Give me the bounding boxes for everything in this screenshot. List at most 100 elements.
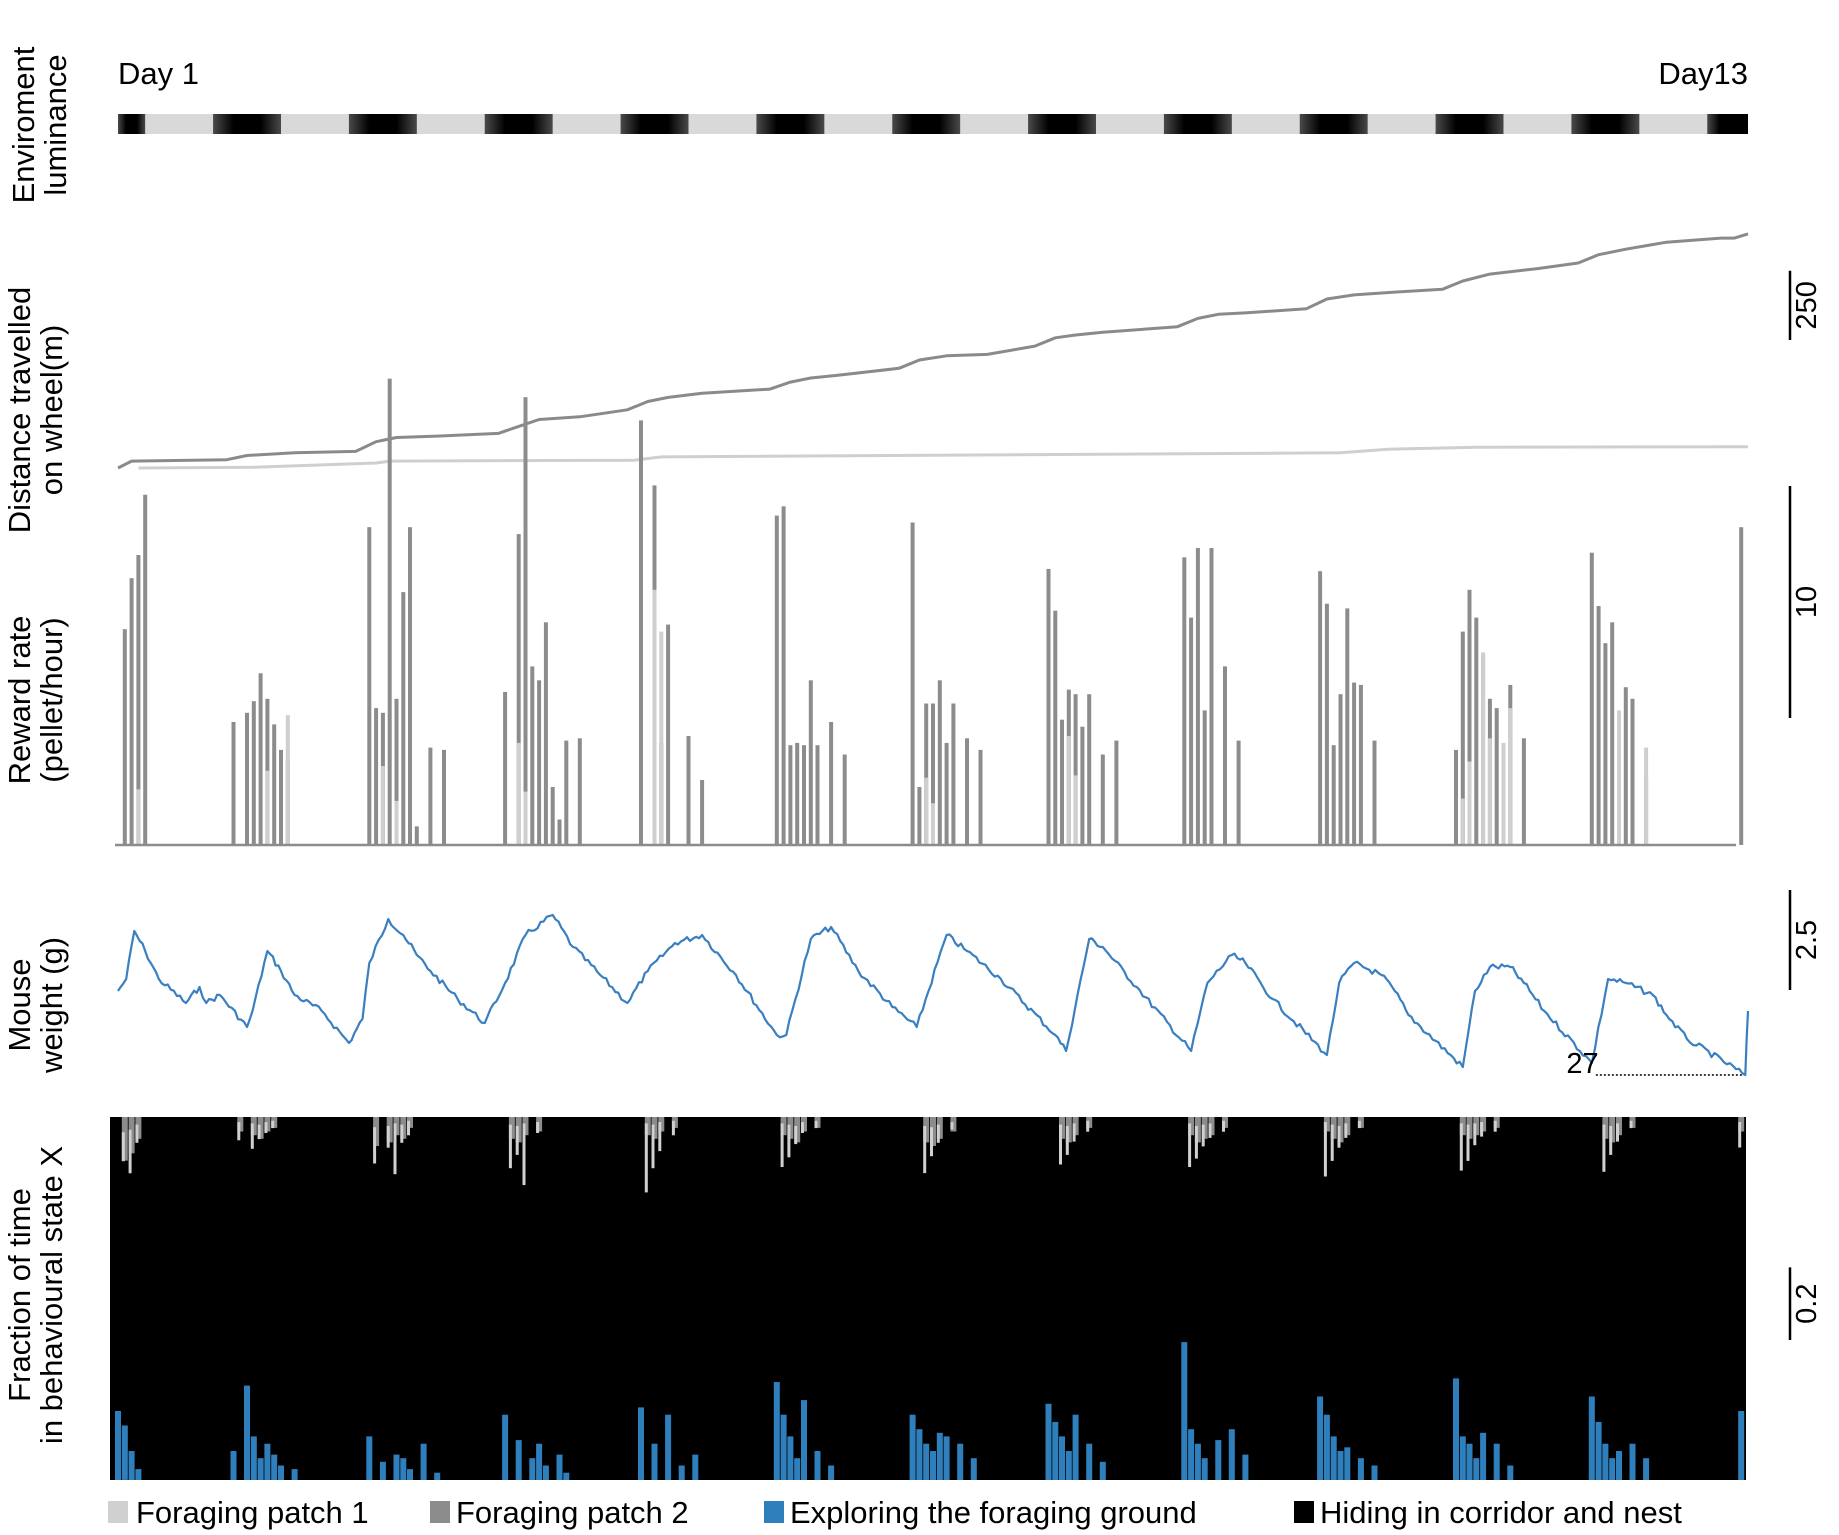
fraction-bar-exploring: [420, 1443, 427, 1480]
fraction-bar-patch1: [1616, 1123, 1619, 1142]
fraction-bar-patch1: [1086, 1120, 1090, 1132]
fraction-bar-exploring: [773, 1382, 780, 1480]
legend: Foraging patch 1 Foraging patch 2 Explor…: [108, 1495, 1682, 1530]
luminance-panel: Enviroment luminance Day 1 Day13: [6, 46, 1748, 203]
reward-bar: [1080, 726, 1085, 845]
luminance-dark-period: [620, 114, 689, 134]
fraction-bar-patch1: [801, 1122, 804, 1133]
reward-bar: [1603, 643, 1608, 845]
reward-bar: [652, 589, 657, 845]
distance-scale-label: 250: [1791, 281, 1823, 329]
fraction-bar-exploring: [638, 1407, 644, 1480]
fraction-bar-patch1: [250, 1123, 254, 1149]
fraction-ylabel-line2: in behavioural state X: [34, 1146, 69, 1444]
reward-bar: [1182, 557, 1187, 845]
reward-bar: [1467, 761, 1472, 845]
fraction-bar-patch1: [1344, 1123, 1348, 1138]
reward-bar: [516, 534, 521, 845]
reward-bar: [428, 747, 433, 845]
fraction-bar-patch1: [1323, 1122, 1327, 1177]
fraction-bar-exploring: [1052, 1421, 1059, 1480]
fraction-bar-exploring: [1357, 1458, 1364, 1480]
fraction-bar-patch1: [950, 1122, 954, 1130]
luminance-dark-period: [1028, 114, 1096, 134]
reward-bar: [924, 703, 929, 845]
weight-scale-label: 2.5: [1791, 920, 1823, 960]
luminance-dark-period: [1299, 114, 1368, 134]
distance-ylabel-line2: on wheel(m): [34, 325, 69, 496]
fraction-scale-label: 0.2: [1791, 1284, 1823, 1324]
fraction-bar-patch1: [1072, 1123, 1076, 1142]
fraction-bar-patch1: [1466, 1124, 1470, 1161]
fraction-panel: Fraction of time in behavioural state X …: [2, 1117, 1823, 1480]
fraction-bar-exploring: [264, 1443, 271, 1480]
fraction-bar-exploring: [536, 1443, 543, 1480]
reward-bar: [245, 712, 249, 845]
reward-bar: [1318, 571, 1323, 845]
reward-bar: [414, 826, 419, 845]
legend-label-exploring: Exploring the foraging ground: [790, 1495, 1197, 1530]
reward-bar: [1358, 684, 1363, 845]
reward-bar: [129, 578, 134, 845]
fraction-bar-exploring: [930, 1451, 936, 1480]
fraction-bar-patch1: [1357, 1120, 1361, 1129]
luminance-dark-period: [484, 114, 553, 134]
legend-swatch-patch2: [430, 1501, 450, 1523]
fraction-bar-exploring: [1453, 1378, 1459, 1480]
reward-bar: [965, 738, 969, 845]
reward-bar: [944, 742, 949, 845]
reward-bar: [808, 680, 813, 845]
fraction-bar-exploring: [542, 1465, 549, 1480]
reward-bar: [1352, 682, 1357, 845]
fraction-bar-exploring: [692, 1454, 699, 1480]
reward-bar: [1073, 694, 1078, 845]
reward-bar: [1454, 749, 1458, 845]
fraction-bar-exploring: [916, 1429, 923, 1480]
fraction-bar-exploring: [1194, 1443, 1201, 1480]
reward-bar: [122, 629, 127, 845]
reward-bar: [1460, 631, 1465, 845]
day-start-label: Day 1: [118, 56, 199, 91]
fraction-bar-exploring: [1643, 1458, 1650, 1480]
reward-bar: [1073, 775, 1078, 845]
distance-line-1: [117, 232, 1749, 470]
reward-bar: [387, 378, 392, 845]
fraction-bar-exploring: [923, 1443, 930, 1480]
fraction-bar-patch1: [121, 1132, 125, 1162]
fraction-bar-exploring: [400, 1458, 407, 1480]
reward-bar: [231, 722, 236, 845]
reward-bar: [1046, 568, 1051, 845]
reward-bar: [1467, 589, 1472, 845]
reward-bar: [1087, 694, 1092, 845]
reward-bar: [394, 800, 399, 845]
fraction-bar-exploring: [787, 1436, 794, 1480]
distance-panel: Distance travelled on wheel(m) 250: [2, 232, 1823, 533]
reward-bar: [774, 515, 779, 845]
fraction-bar-exploring: [780, 1414, 787, 1480]
fraction-bar-exploring: [957, 1443, 964, 1480]
legend-label-patch1: Foraging patch 1: [136, 1495, 369, 1530]
fraction-bar-patch1: [1059, 1124, 1062, 1165]
fraction-bar-patch1: [515, 1125, 519, 1155]
fraction-bar-patch1: [1459, 1123, 1463, 1171]
fraction-bar-exploring: [794, 1458, 801, 1480]
fraction-bar-patch1: [644, 1123, 648, 1193]
reward-bar: [136, 555, 141, 845]
fraction-bar-exploring: [936, 1432, 943, 1480]
legend-label-hiding: Hiding in corridor and nest: [1320, 1495, 1682, 1530]
fraction-bar-exploring: [801, 1400, 807, 1480]
legend-label-patch2: Foraging patch 2: [456, 1495, 689, 1530]
reward-bar: [937, 680, 942, 845]
reward-bar: [1236, 740, 1241, 845]
reward-bar: [700, 780, 705, 845]
reward-bar: [1331, 745, 1336, 845]
fraction-bar-exploring: [1330, 1436, 1337, 1480]
fraction-bar-exploring: [1099, 1461, 1106, 1480]
reward-bar: [516, 742, 521, 845]
fraction-bar-patch1: [508, 1124, 512, 1169]
fraction-bar-exploring: [909, 1414, 916, 1480]
reward-bar: [1053, 610, 1058, 845]
legend-swatch-patch1: [108, 1501, 128, 1523]
fraction-bar-patch1: [393, 1123, 397, 1175]
fraction-ylabel-line1: Fraction of time: [2, 1188, 37, 1402]
